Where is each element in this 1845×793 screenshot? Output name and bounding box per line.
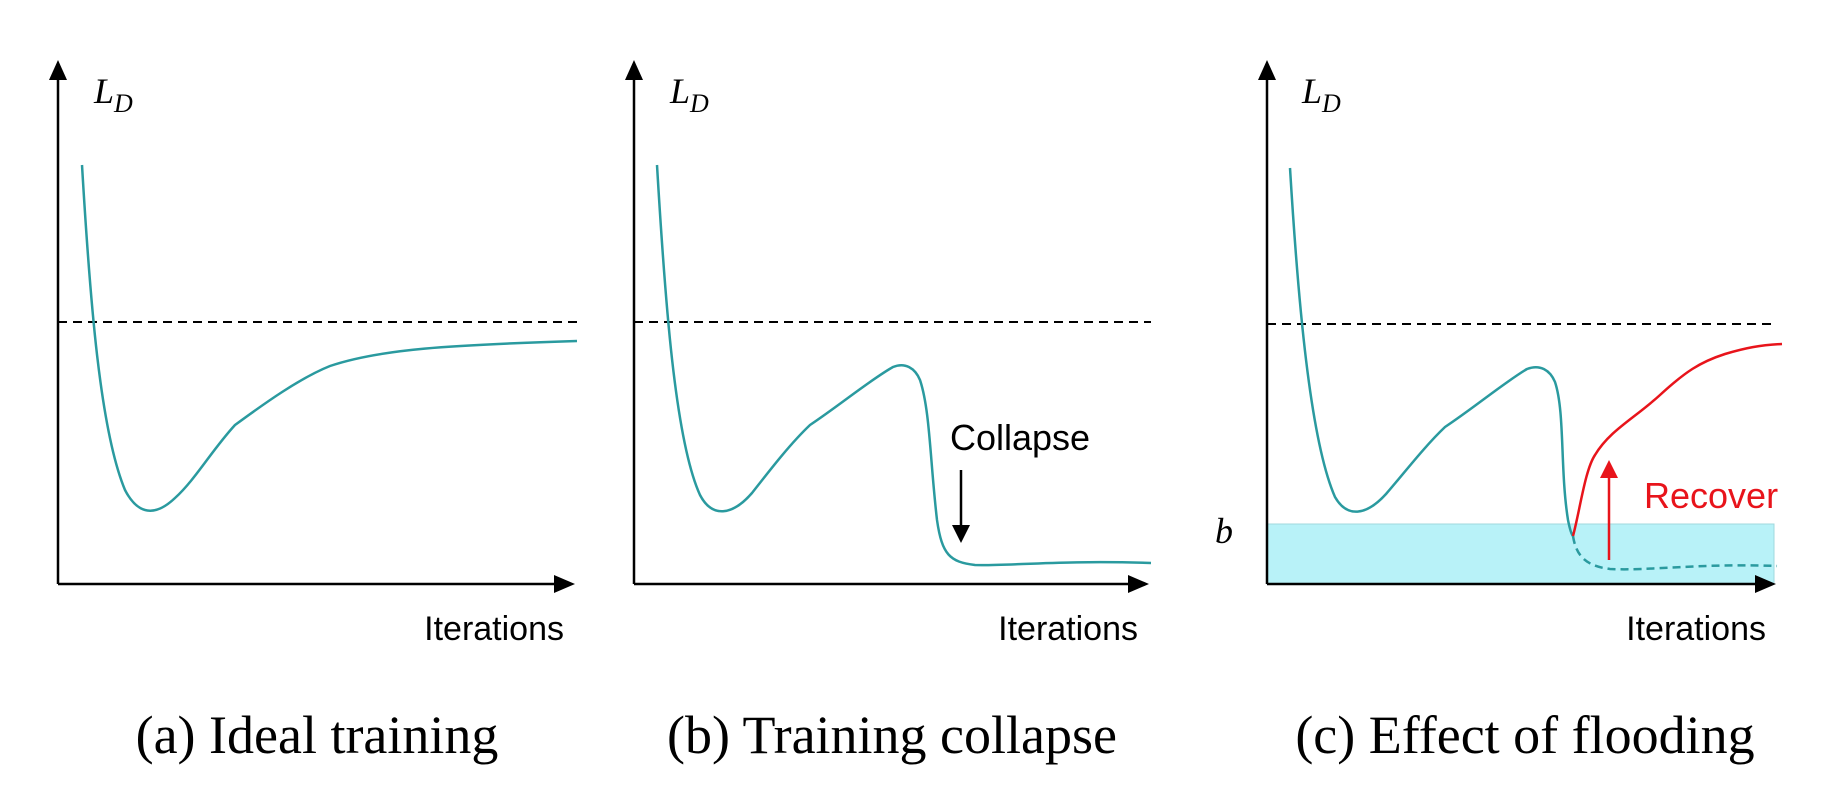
panel-c-y-label: LD (1301, 71, 1341, 118)
panel-c-x-label: Iterations (1626, 610, 1766, 648)
panel-a-loss-curve (80, 164, 578, 512)
panel-b-y-axis-arrow-icon (625, 60, 643, 80)
panel-c-caption: (c) Effect of flooding (1295, 705, 1754, 765)
panel-b-collapse-label: Collapse (950, 417, 1090, 458)
panel-c-loss-curve (1288, 167, 1575, 537)
panel-c-collapse-dashed-curve (1571, 535, 1778, 571)
panel-c-recover-curve (1571, 342, 1783, 537)
panel-b-collapse-arrow-icon (952, 525, 970, 543)
panel-c-flood-label: b (1215, 511, 1233, 551)
panel-b-loss-curve (655, 164, 1152, 567)
panel-a-y-axis-arrow-icon (49, 60, 67, 80)
panel-b: LD Collapse Iterations (b) Training coll… (625, 60, 1152, 765)
panel-b-x-label: Iterations (998, 610, 1138, 648)
panel-c-flood-region (1266, 523, 1775, 585)
panel-a-x-axis-arrow-icon (554, 575, 575, 593)
panel-a: LD Iterations (a) Ideal training (49, 60, 578, 765)
panel-c-recover-label: Recover (1644, 475, 1778, 516)
panel-a-caption: (a) Ideal training (136, 705, 499, 765)
panel-b-caption: (b) Training collapse (667, 705, 1117, 765)
panel-a-x-label: Iterations (424, 610, 564, 648)
panel-c-recover-arrow-icon (1600, 460, 1618, 478)
panel-a-y-label: LD (93, 71, 133, 118)
panel-b-x-axis-arrow-icon (1128, 575, 1149, 593)
panel-c: Recover LD b Iterations (c) Effect of fl… (1215, 60, 1783, 765)
panel-c-x-axis-arrow-icon (1755, 575, 1776, 593)
panel-c-y-axis-arrow-icon (1258, 60, 1276, 80)
panel-b-y-label: LD (669, 71, 709, 118)
